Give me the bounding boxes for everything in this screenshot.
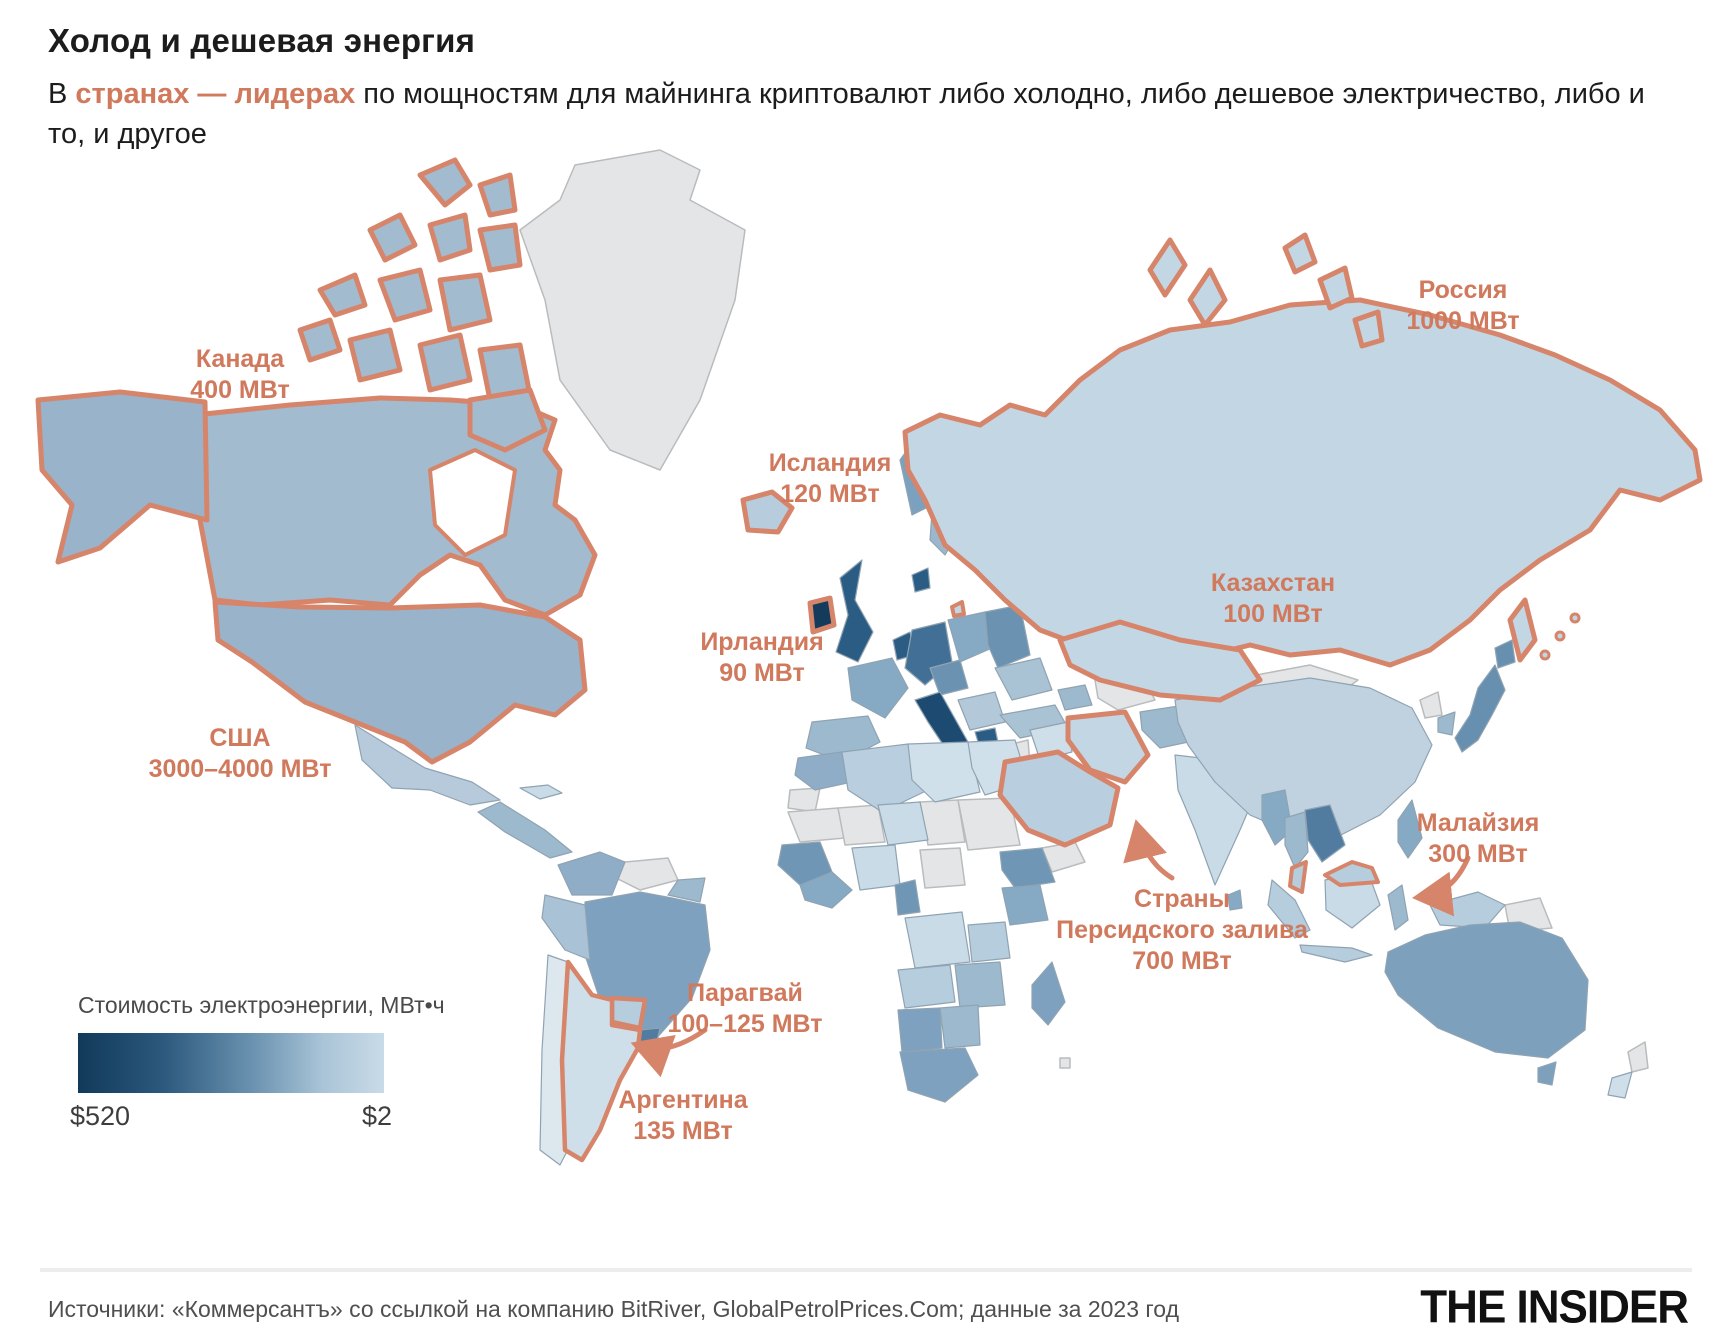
country-kazakhstan bbox=[1057, 619, 1263, 703]
arrow-malaysia-icon bbox=[1412, 855, 1471, 917]
map-label-ireland: Ирландия 90 МВт bbox=[700, 628, 824, 687]
kuril-islands bbox=[1539, 612, 1581, 661]
country-usa-alaska bbox=[35, 389, 210, 565]
country-iran bbox=[1065, 709, 1151, 785]
legend-scale: $520 $2 bbox=[70, 1101, 392, 1132]
legend-title: Стоимость электроэнергии, МВт•ч bbox=[78, 992, 445, 1018]
map-label-paraguay: Парагвай 100–125 МВт bbox=[667, 979, 823, 1038]
map-label-malaysia: Малайзия 300 МВт bbox=[1416, 809, 1540, 868]
country-ireland bbox=[807, 595, 837, 635]
footer-divider bbox=[40, 1268, 1692, 1272]
subtitle: В странах — лидерах по мощностям для май… bbox=[48, 74, 1648, 154]
world-map bbox=[35, 149, 1703, 1166]
country-iceland bbox=[740, 489, 795, 535]
map-label-canada: Канада 400 МВт bbox=[190, 345, 290, 404]
map-label-iceland: Исландия 120 МВт bbox=[768, 449, 892, 508]
world-landmass bbox=[354, 417, 1633, 1166]
legend-max-value: $520 bbox=[70, 1101, 131, 1131]
map-label-gulf: Страны Персидского залива 700 МВт bbox=[1056, 885, 1308, 975]
map-label-argentina: Аргентина 135 МВт bbox=[618, 1086, 748, 1145]
subtitle-rest: по мощностям для майнинга криптовалют ли… bbox=[48, 78, 1645, 150]
legend: Стоимость электроэнергии, МВт•ч $520 $2 bbox=[70, 992, 445, 1132]
country-malaysia-peninsula bbox=[1288, 860, 1308, 894]
highlighted-countries bbox=[35, 157, 1703, 1163]
subtitle-prefix: В bbox=[48, 78, 76, 110]
country-paraguay bbox=[609, 995, 648, 1031]
map-label-usa: США 3000–4000 МВт bbox=[148, 724, 332, 783]
map-label-russia: Россия 1000 МВт bbox=[1406, 276, 1520, 335]
arrow-gulf-icon bbox=[1123, 819, 1175, 881]
country-australia bbox=[1384, 921, 1589, 1059]
arrow-paraguay-icon bbox=[630, 1027, 708, 1078]
country-greenland bbox=[519, 149, 746, 471]
country-argentina bbox=[559, 959, 643, 1163]
page-title: Холод и дешевая энергия bbox=[48, 22, 476, 59]
the-insider-logo: THE INSIDER bbox=[1420, 1281, 1689, 1334]
legend-gradient-bar bbox=[78, 1033, 384, 1093]
legend-min-value: $2 bbox=[361, 1101, 392, 1131]
country-saudi-gulf bbox=[997, 749, 1121, 848]
map-label-kazakhstan: Казахстан 100 МВт bbox=[1210, 569, 1336, 628]
country-usa bbox=[212, 599, 588, 765]
country-malaysia-borneo bbox=[1323, 860, 1380, 887]
hudson-bay bbox=[428, 448, 517, 557]
sources-text: Источники: «Коммерсантъ» со ссылкой на к… bbox=[48, 1296, 1179, 1322]
subtitle-highlight: странах — лидерах bbox=[75, 78, 356, 110]
